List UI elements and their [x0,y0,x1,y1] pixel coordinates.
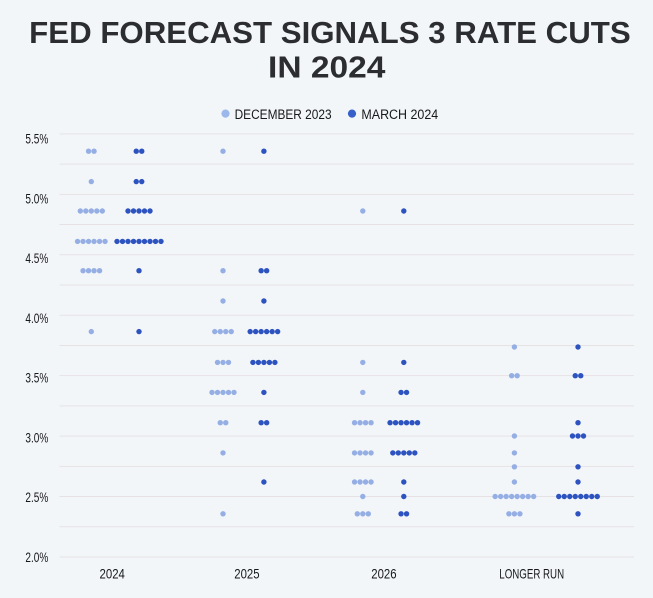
svg-text:2025: 2025 [234,566,260,581]
svg-text:MARCH 2024: MARCH 2024 [361,107,438,122]
svg-text:IN 2024: IN 2024 [268,49,386,84]
svg-text:2.0%: 2.0% [25,550,48,565]
svg-text:5.0%: 5.0% [25,191,48,206]
svg-text:4.0%: 4.0% [25,311,48,326]
svg-text:LONGER RUN: LONGER RUN [499,566,564,581]
svg-text:DECEMBER 2023: DECEMBER 2023 [235,107,332,122]
svg-text:2026: 2026 [371,566,397,581]
svg-text:2024: 2024 [100,566,126,581]
svg-text:3.0%: 3.0% [25,430,48,445]
svg-text:3.5%: 3.5% [25,371,48,386]
svg-text:FED FORECAST SIGNALS 3 RATE CU: FED FORECAST SIGNALS 3 RATE CUTS [29,15,631,50]
svg-text:5.5%: 5.5% [25,132,48,147]
svg-text:2.5%: 2.5% [25,490,48,505]
svg-text:4.5%: 4.5% [25,251,48,266]
